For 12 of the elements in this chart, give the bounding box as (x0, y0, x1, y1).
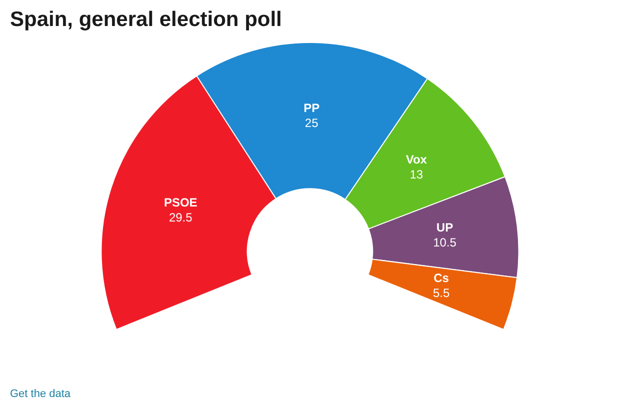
data-label: 25 (304, 116, 319, 130)
data-label: 13 (410, 167, 424, 182)
data-label: 5.5 (432, 286, 450, 300)
slice-label: Cs (434, 270, 450, 285)
slice-label: PP (304, 100, 320, 115)
slice-label: UP (436, 220, 454, 234)
data-label: 29.5 (168, 210, 193, 225)
chart-title: Spain, general election poll (10, 8, 282, 32)
slice-label: Vox (406, 152, 428, 166)
slice-label: PSOE (164, 196, 198, 210)
data-label: 10.5 (433, 235, 457, 250)
text: Get the data (10, 388, 71, 400)
